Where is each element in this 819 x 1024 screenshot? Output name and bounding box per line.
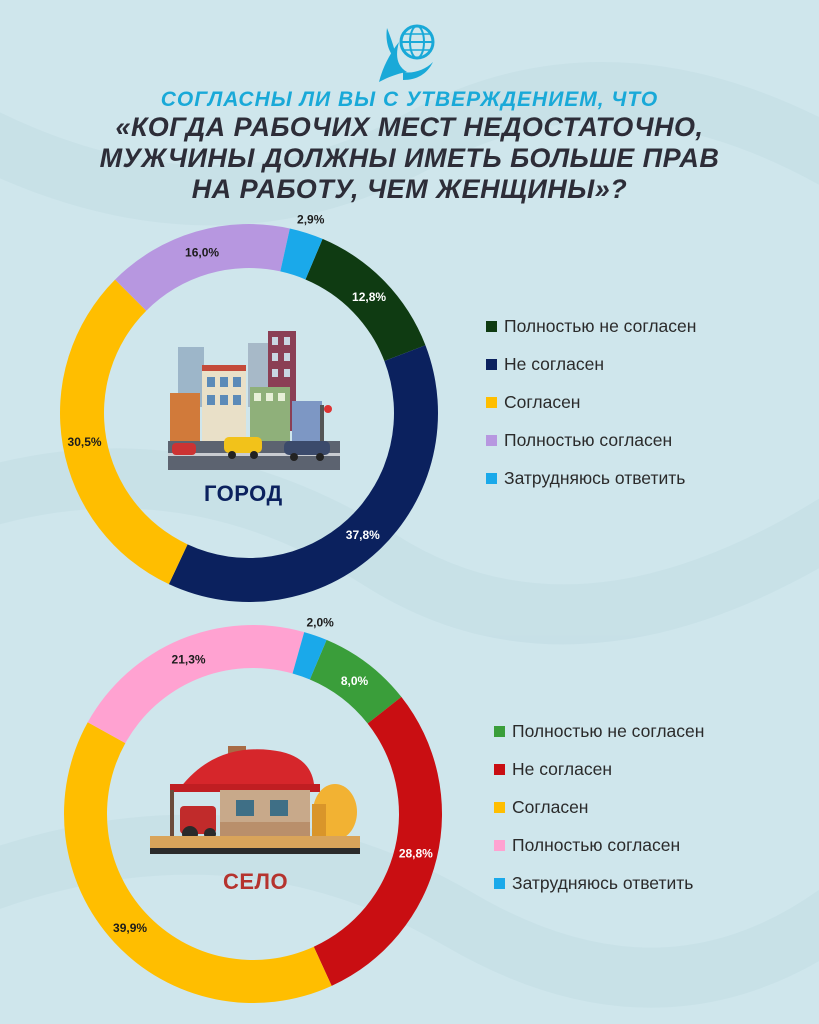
village-legend-label-4: Затрудняюсь ответить: [512, 872, 694, 893]
village-house-icon: [150, 746, 360, 854]
city-legend-label-1: Не согласен: [504, 353, 605, 374]
city-label-0: 12,8%: [352, 290, 386, 304]
village-legend-swatch-2: [494, 801, 505, 813]
village-legend-swatch-0: [494, 725, 505, 737]
village-legend-swatch-4: [494, 877, 505, 889]
title-line-2: «КОГДА РАБОЧИХ МЕСТ НЕДОСТАТОЧНО,: [115, 112, 704, 142]
village-slice-3: [87, 625, 305, 744]
village-legend-item-4: Затрудняюсь ответить: [494, 864, 704, 902]
city-legend-swatch-2: [486, 396, 497, 408]
city-legend-label-3: Полностью согласен: [504, 429, 673, 450]
title-line-3: МУЖЧИНЫ ДОЛЖНЫ ИМЕТЬ БОЛЬШЕ ПРАВ: [99, 143, 720, 173]
village-label-0: 8,0%: [341, 674, 369, 688]
eagle-globe-icon: [379, 24, 435, 82]
city-legend-label-4: Затрудняюсь ответить: [504, 467, 686, 488]
chart-title: СОГЛАСНЫ ЛИ ВЫ С УТВЕРЖДЕНИЕМ, ЧТО «КОГД…: [0, 88, 819, 205]
village-label-3: 21,3%: [172, 652, 206, 666]
village-label-1: 28,8%: [399, 846, 433, 860]
city-legend-swatch-4: [486, 472, 497, 484]
legend-city: Полностью не согласен Не согласен Согласен…: [486, 307, 696, 497]
village-slice-1: [313, 696, 442, 986]
city-legend-item-1: Не согласен: [486, 345, 696, 383]
village-legend-label-3: Полностью согласен: [512, 834, 681, 855]
village-legend-label-1: Не согласен: [512, 758, 613, 779]
village-center-label: СЕЛО: [223, 869, 289, 894]
city-label-4: 2,9%: [297, 213, 325, 227]
village-legend-item-1: Не согласен: [494, 750, 704, 788]
village-label-2: 39,9%: [113, 921, 147, 935]
city-label-2: 30,5%: [68, 435, 102, 449]
city-legend-label-0: Полностью не согласен: [504, 315, 697, 336]
city-slice-0: [305, 238, 426, 362]
city-slice-2: [59, 279, 188, 585]
city-legend-item-3: Полностью согласен: [486, 421, 696, 459]
village-legend-swatch-3: [494, 839, 505, 851]
city-slice-3: [115, 223, 290, 311]
village-label-4: 2,0%: [306, 615, 334, 629]
city-legend-swatch-0: [486, 320, 497, 332]
city-slice-1: [168, 345, 438, 602]
city-legend-item-0: Полностью не согласен: [486, 307, 696, 345]
city-slice-4: [280, 228, 323, 280]
village-legend-label-0: Полностью не согласен: [512, 720, 705, 741]
city-buildings-icon: [168, 331, 340, 470]
city-center-label: ГОРОД: [204, 481, 283, 506]
legend-village: Полностью не согласен Не согласен Согласен…: [494, 712, 704, 902]
village-slice-4: [292, 632, 327, 680]
city-legend-item-2: Согласен: [486, 383, 696, 421]
city-legend-label-2: Согласен: [504, 391, 581, 412]
village-legend-label-2: Согласен: [512, 796, 589, 817]
city-label-1: 37,8%: [346, 528, 380, 542]
village-legend-swatch-1: [494, 763, 505, 775]
city-legend-swatch-3: [486, 434, 497, 446]
city-legend-item-4: Затрудняюсь ответить: [486, 459, 696, 497]
city-legend-swatch-1: [486, 358, 497, 370]
city-label-3: 16,0%: [185, 246, 219, 260]
village-legend-item-3: Полностью согласен: [494, 826, 704, 864]
village-slice-0: [309, 639, 402, 724]
village-legend-item-0: Полностью не согласен: [494, 712, 704, 750]
village-slice-2: [64, 722, 332, 1003]
village-legend-item-2: Согласен: [494, 788, 704, 826]
title-line-1: СОГЛАСНЫ ЛИ ВЫ С УТВЕРЖДЕНИЕМ, ЧТО: [160, 88, 659, 111]
title-line-4: НА РАБОТУ, ЧЕМ ЖЕНЩИНЫ»?: [191, 174, 628, 204]
